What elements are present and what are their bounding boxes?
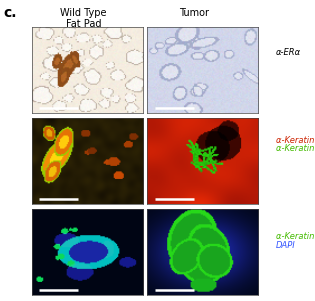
- Text: α-ERα: α-ERα: [276, 48, 301, 57]
- Text: c.: c.: [3, 6, 17, 20]
- Text: Wild Type
Fat Pad: Wild Type Fat Pad: [60, 8, 107, 29]
- Text: DAPI: DAPI: [276, 241, 295, 250]
- Text: α-Keratin 5: α-Keratin 5: [276, 144, 315, 154]
- Text: Tumor: Tumor: [179, 8, 209, 17]
- Text: α-Keratin 8/18: α-Keratin 8/18: [276, 135, 315, 144]
- Text: α-Keratin 14: α-Keratin 14: [276, 232, 315, 241]
